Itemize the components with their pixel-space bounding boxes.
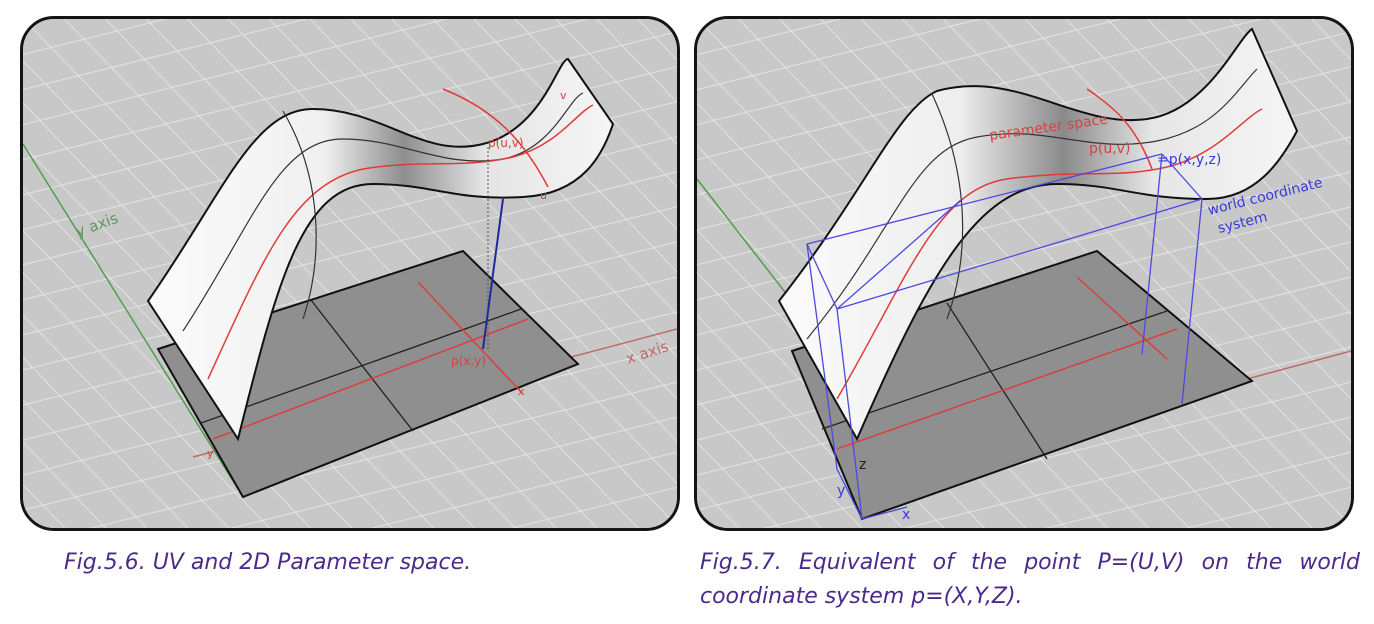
surface-iso-curve — [931, 93, 964, 320]
nurbs-surface — [146, 57, 615, 442]
z-label: z — [859, 457, 866, 473]
plane-grid-line — [821, 310, 1168, 430]
surface-iso-curve — [806, 68, 1258, 340]
plane-red-u-line — [836, 328, 1178, 450]
uv-parameter-space-diagram: y axis x axis p(u,v) p(x,y) u v x y — [23, 19, 677, 528]
plane-red-u-line — [212, 318, 529, 440]
figure-world-coordinate-system: parameter space p(u,v) =p(x,y,z) world c… — [694, 16, 1354, 531]
nurbs-surface — [777, 27, 1299, 442]
caption-fig-5-6: Fig.5.6. UV and 2D Parameter space. — [64, 550, 472, 575]
surface-iso-curve — [282, 110, 317, 320]
surface-red-v-curve — [207, 104, 594, 380]
world-coordinate-box — [806, 153, 1203, 520]
y-axis-line — [23, 143, 239, 490]
plane-grid-line — [200, 308, 522, 424]
v-label: v — [560, 89, 567, 102]
surface-red-u-curve — [442, 88, 549, 188]
surface-iso-curve — [182, 92, 584, 332]
surface-red-u-curve — [1086, 88, 1153, 170]
plane-grid-line — [946, 302, 1048, 460]
projection-blue-line — [482, 198, 504, 350]
surface-red-v-curve — [836, 108, 1263, 400]
x-label: x — [902, 507, 910, 523]
x-label: x — [518, 385, 525, 398]
plane-red-v-line — [1076, 276, 1168, 360]
p-xy-label: p(x,y) — [451, 354, 486, 368]
figure-uv-parameter-space: y axis x axis p(u,v) p(x,y) u v x y — [20, 16, 680, 531]
p-xyz-label: =p(x,y,z) — [1157, 152, 1221, 168]
p-uv-label: p(u,v) — [488, 136, 524, 150]
y-label: y — [207, 447, 214, 460]
caption-fig-5-7: Fig.5.7. Equivalent of the point P=(U,V)… — [700, 550, 1360, 609]
x-axis-line — [1246, 350, 1351, 380]
y-label: y — [837, 483, 845, 499]
plane-red-v-line — [417, 281, 524, 395]
world-coordinate-diagram: parameter space p(u,v) =p(x,y,z) world c… — [697, 19, 1351, 528]
p-uv-label: p(u,v) — [1089, 141, 1130, 157]
u-label: u — [540, 189, 547, 202]
